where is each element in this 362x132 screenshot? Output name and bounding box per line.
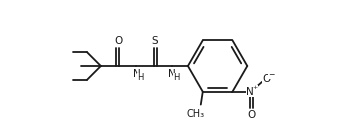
Text: H: H: [173, 73, 179, 82]
Text: −: −: [268, 70, 274, 79]
Text: S: S: [151, 36, 157, 46]
Text: N: N: [247, 87, 254, 97]
Text: N: N: [168, 69, 176, 79]
Text: H: H: [137, 73, 144, 82]
Text: CH₃: CH₃: [187, 109, 205, 119]
Text: O: O: [247, 110, 255, 121]
Text: N: N: [132, 69, 140, 79]
Text: +: +: [253, 85, 258, 90]
Text: O: O: [262, 74, 270, 84]
Text: O: O: [114, 36, 123, 46]
